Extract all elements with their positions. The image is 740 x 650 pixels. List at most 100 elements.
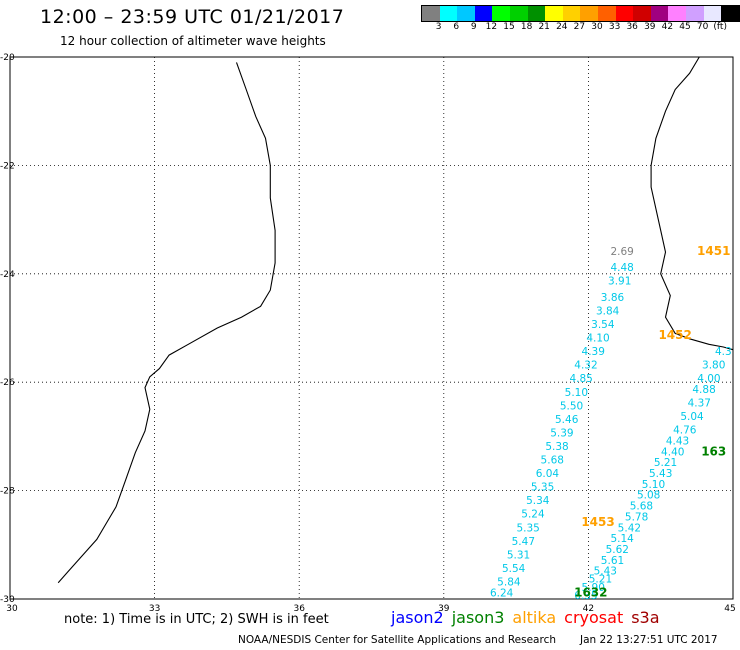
wave-height-label: 5.24 — [521, 509, 545, 521]
colorbar-label: (ft) — [713, 22, 727, 32]
colorbar-swatch — [615, 6, 634, 21]
track-time-label: 1451 — [697, 244, 730, 258]
wave-height-label: 4.76 — [673, 425, 697, 437]
colorbar-swatch — [580, 6, 598, 21]
wave-height-label: 6.24 — [490, 587, 514, 599]
colorbar-swatch — [457, 6, 475, 21]
colorbar-label: 3 — [435, 22, 442, 32]
y-tick-label: -28 — [0, 487, 15, 497]
credit-line: NOAA/NESDIS Center for Satellite Applica… — [238, 634, 556, 646]
generated-timestamp: Jan 22 13:27:51 UTC 2017 — [580, 634, 718, 646]
colorbar-label: 24 — [556, 22, 568, 32]
colorbar-swatch — [597, 6, 616, 21]
wave-height-label: 5.84 — [497, 576, 521, 588]
colorbar-label: 45 — [679, 22, 691, 32]
colorbar-swatch — [721, 6, 739, 21]
wave-height-label: 4.3 — [715, 346, 732, 358]
wave-height-label: 5.54 — [502, 563, 526, 575]
wave-height-label: 4.37 — [688, 398, 711, 410]
colorbar-swatch — [527, 6, 546, 21]
x-tick-label: 39 — [438, 604, 450, 614]
wave-height-label: 5.38 — [545, 441, 568, 453]
wave-height-label: 3.54 — [591, 319, 615, 331]
colorbar-label: 42 — [661, 22, 674, 32]
colorbar-swatch — [439, 6, 458, 21]
wave-height-label: 4.39 — [582, 346, 605, 358]
satellite-legend: jason2 jason3 altika cryosat s3a — [391, 608, 660, 627]
wave-height-label: 4.48 — [610, 262, 633, 274]
wave-height-label: 5.68 — [541, 455, 564, 467]
colorbar-swatch — [422, 6, 440, 21]
wave-height-label: 5.50 — [560, 400, 583, 412]
wave-height-label: 2.69 — [610, 246, 633, 258]
wave-height-label: 5.46 — [555, 414, 579, 426]
wave-height-label: 5.35 — [516, 522, 539, 534]
footnote: note: 1) Time is in UTC; 2) SWH is in fe… — [64, 612, 329, 627]
y-tick-label: -22 — [0, 161, 15, 171]
coastline-madagascar — [650, 56, 734, 351]
legend-jason3: jason3 — [451, 608, 505, 627]
colorbar-label: 15 — [503, 22, 515, 32]
y-tick-label: -30 — [0, 595, 15, 605]
wave-height-label: 4.85 — [569, 373, 592, 385]
x-tick-label: 45 — [724, 604, 735, 614]
wave-height-label: 5.43 — [594, 566, 617, 578]
wave-height-label: 5.78 — [625, 511, 648, 523]
colorbar-label: 12 — [485, 22, 498, 32]
wave-height-label: 5.31 — [507, 549, 530, 561]
wave-height-label: 5.90 — [582, 582, 605, 594]
colorbar — [421, 5, 740, 22]
legend-cryosat: cryosat — [564, 608, 624, 627]
colorbar-swatch — [492, 6, 510, 21]
wave-height-label: 5.47 — [512, 536, 535, 548]
wave-height-label: 6.04 — [536, 468, 560, 480]
wave-height-label: 5.21 — [654, 457, 677, 469]
colorbar-swatch — [509, 6, 528, 21]
colorbar-label: 36 — [626, 22, 638, 32]
wave-height-label: 5.04 — [680, 411, 704, 423]
colorbar-label: 21 — [538, 22, 550, 32]
colorbar-swatch — [633, 6, 651, 21]
wave-height-label: 5.21 — [589, 574, 612, 586]
wave-height-label: 3.86 — [601, 292, 625, 304]
x-tick-label: 30 — [6, 604, 18, 614]
axis-tick-labels: 30 33 36 39 42 45 -20 -22 -24 -26 -28 -30 — [0, 53, 736, 614]
legend-jason2: jason2 — [391, 608, 444, 627]
track-time-label: 163 — [701, 444, 726, 458]
colorbar-label: 27 — [573, 22, 586, 32]
track-time-label: 1632 — [574, 585, 607, 599]
colorbar-swatch — [545, 6, 563, 21]
x-tick-label: 42 — [583, 604, 594, 614]
colorbar-swatch — [703, 6, 722, 21]
wave-height-label: 5.35 — [531, 482, 554, 494]
wave-height-label: 3.84 — [596, 305, 620, 317]
y-tick-label: -26 — [0, 378, 15, 388]
wave-height-label: 5.43 — [649, 468, 672, 480]
colorbar-swatch — [685, 6, 704, 21]
wave-height-label: 4.40 — [661, 446, 684, 458]
colorbar-swatch — [562, 6, 581, 21]
colorbar-label: 9 — [470, 22, 477, 32]
wave-height-label: 3.91 — [608, 276, 631, 288]
x-tick-label: 33 — [149, 604, 160, 614]
track-time-labels: 1451 1452 1453 163 1632 — [574, 244, 730, 599]
colorbar-swatch — [650, 6, 669, 21]
wave-height-label: 5.42 — [618, 522, 641, 534]
page-title: 12:00 – 23:59 UTC 01/21/2017 — [40, 6, 345, 28]
y-tick-label: -24 — [0, 270, 15, 280]
wave-height-label: 5.62 — [606, 544, 629, 556]
wave-height-tracks: 2.69 4.48 3.91 3.863.84 3.54 4.104.39 4.324.85… — [490, 246, 732, 602]
wave-height-label: 4.43 — [666, 436, 689, 448]
wave-height-label: 4.32 — [574, 360, 597, 372]
coastlines — [57, 56, 734, 584]
wave-height-label: 4.00 — [697, 373, 720, 385]
wave-height-label: 5.10 — [565, 387, 588, 399]
colorbar-swatch — [474, 6, 493, 21]
x-tick-label: 36 — [293, 604, 305, 614]
colorbar-labels: 3 6 9 12 15 18 21 24 27 30 33 36 39 42 45 70 (ft) — [421, 22, 740, 36]
track-time-label: 1452 — [658, 328, 691, 342]
wave-height-label: 5.10 — [642, 479, 665, 491]
map-frame — [9, 56, 734, 600]
wave-height-label: 5.14 — [610, 533, 634, 545]
